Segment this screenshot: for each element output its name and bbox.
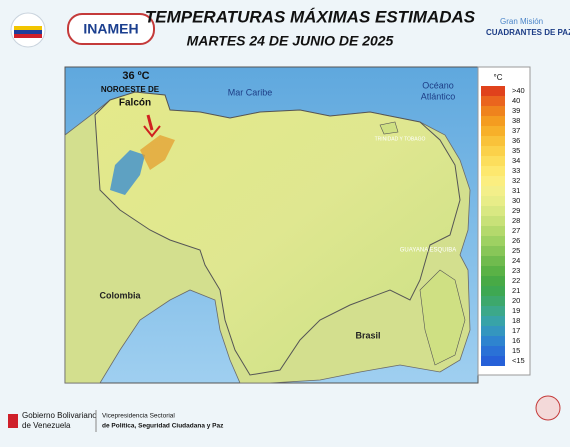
logo-top: Gran Misión — [500, 17, 543, 26]
logo-main: CUADRANTES DE PAZ — [486, 28, 570, 37]
legend-swatch — [481, 176, 505, 186]
legend-label: 19 — [512, 306, 520, 315]
legend-label: 15 — [512, 346, 520, 355]
legend-label: 36 — [512, 136, 520, 145]
legend-swatch — [481, 316, 505, 326]
legend-label: 18 — [512, 316, 520, 325]
legend-swatch — [481, 96, 505, 106]
legend-swatch — [481, 206, 505, 216]
vp-label: de Política, Seguridad Ciudadana y Paz — [102, 423, 224, 430]
legend-label: 30 — [512, 196, 520, 205]
legend-swatch — [481, 236, 505, 246]
legend-label: 25 — [512, 246, 520, 255]
legend-swatch — [481, 356, 505, 366]
title: TEMPERATURAS MÁXIMAS ESTIMADAS — [145, 7, 476, 26]
legend: °C >404039383736353433323130292827262524… — [477, 66, 531, 376]
map: 36 ºC NOROESTE DE Falcón Mar Caribe Océa… — [64, 66, 479, 384]
legend-swatch — [481, 346, 505, 356]
legend-label: 40 — [512, 96, 520, 105]
legend-label: >40 — [512, 86, 525, 95]
ocean-label: Océano — [422, 80, 454, 90]
legend-label: 26 — [512, 236, 520, 245]
legend-swatch — [481, 266, 505, 276]
legend-swatch — [481, 336, 505, 346]
region-label: GUAYANA ESQUIBA — [400, 248, 456, 254]
legend-label: 27 — [512, 226, 520, 235]
ocean-label: Atlántico — [421, 91, 456, 101]
legend-label: 34 — [512, 156, 520, 165]
legend-swatch — [481, 246, 505, 256]
legend-swatch — [481, 146, 505, 156]
legend-label: 17 — [512, 326, 520, 335]
left-logo: INAMEH — [10, 12, 155, 48]
gov-label: de Venezuela — [22, 421, 71, 430]
legend-label: 23 — [512, 266, 520, 275]
legend-swatch — [481, 156, 505, 166]
legend-label: 16 — [512, 336, 520, 345]
max-region: Falcón — [119, 98, 151, 109]
legend-swatch — [481, 126, 505, 136]
legend-label: <15 — [512, 356, 525, 365]
sea-label: Mar Caribe — [228, 87, 273, 97]
legend-swatch — [481, 306, 505, 316]
country-label: Colombia — [99, 290, 141, 300]
legend-label: 29 — [512, 206, 520, 215]
legend-swatch — [481, 196, 505, 206]
right-logo: Gran Misión CUADRANTES DE PAZ — [486, 17, 570, 37]
inameh-logo: INAMEH — [83, 21, 138, 37]
legend-label: 20 — [512, 296, 520, 305]
legend-swatch — [481, 106, 505, 116]
legend-swatch — [481, 186, 505, 196]
legend-swatch — [481, 86, 505, 96]
country-label: Brasil — [355, 330, 380, 340]
legend-swatch — [481, 286, 505, 296]
islands-label: TRINIDAD Y TOBAGO — [375, 136, 426, 142]
legend-label: 22 — [512, 276, 520, 285]
max-value: 36 ºC — [122, 70, 149, 82]
legend-label: 38 — [512, 116, 520, 125]
legend-swatch — [481, 256, 505, 266]
legend-swatch — [481, 136, 505, 146]
legend-unit: °C — [494, 73, 503, 82]
legend-label: 32 — [512, 176, 520, 185]
legend-swatch — [481, 276, 505, 286]
legend-swatch — [481, 296, 505, 306]
legend-label: 24 — [512, 256, 520, 265]
legend-swatch — [481, 166, 505, 176]
legend-label: 37 — [512, 126, 520, 135]
vp-label: Vicepresidencia Sectorial — [102, 413, 175, 420]
legend-label: 28 — [512, 216, 520, 225]
max-region: NOROESTE DE — [101, 85, 160, 94]
legend-swatch — [481, 216, 505, 226]
legend-swatch — [481, 326, 505, 336]
legend-label: 31 — [512, 186, 520, 195]
legend-label: 35 — [512, 146, 520, 155]
footer: Gobierno Bolivariano de Venezuela Vicepr… — [8, 395, 561, 432]
gov-label: Gobierno Bolivariano — [22, 411, 97, 420]
legend-swatch — [481, 116, 505, 126]
legend-swatch — [481, 226, 505, 236]
legend-label: 39 — [512, 106, 520, 115]
legend-label: 21 — [512, 286, 520, 295]
subtitle: MARTES 24 DE JUNIO DE 2025 — [187, 33, 394, 49]
legend-label: 33 — [512, 166, 520, 175]
